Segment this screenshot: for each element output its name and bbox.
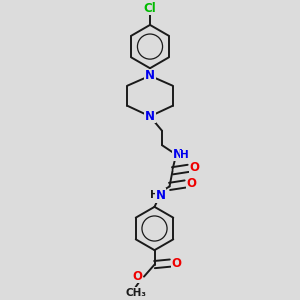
- Text: O: O: [187, 177, 197, 190]
- Text: O: O: [172, 256, 182, 270]
- Text: CH₃: CH₃: [126, 287, 147, 298]
- Text: O: O: [132, 269, 142, 283]
- Text: Cl: Cl: [144, 2, 156, 15]
- Text: N: N: [145, 110, 155, 123]
- Text: H: H: [150, 190, 159, 200]
- Text: N: N: [173, 148, 183, 161]
- Text: O: O: [190, 161, 200, 174]
- Text: N: N: [156, 189, 166, 202]
- Text: N: N: [145, 69, 155, 82]
- Text: H: H: [180, 150, 189, 160]
